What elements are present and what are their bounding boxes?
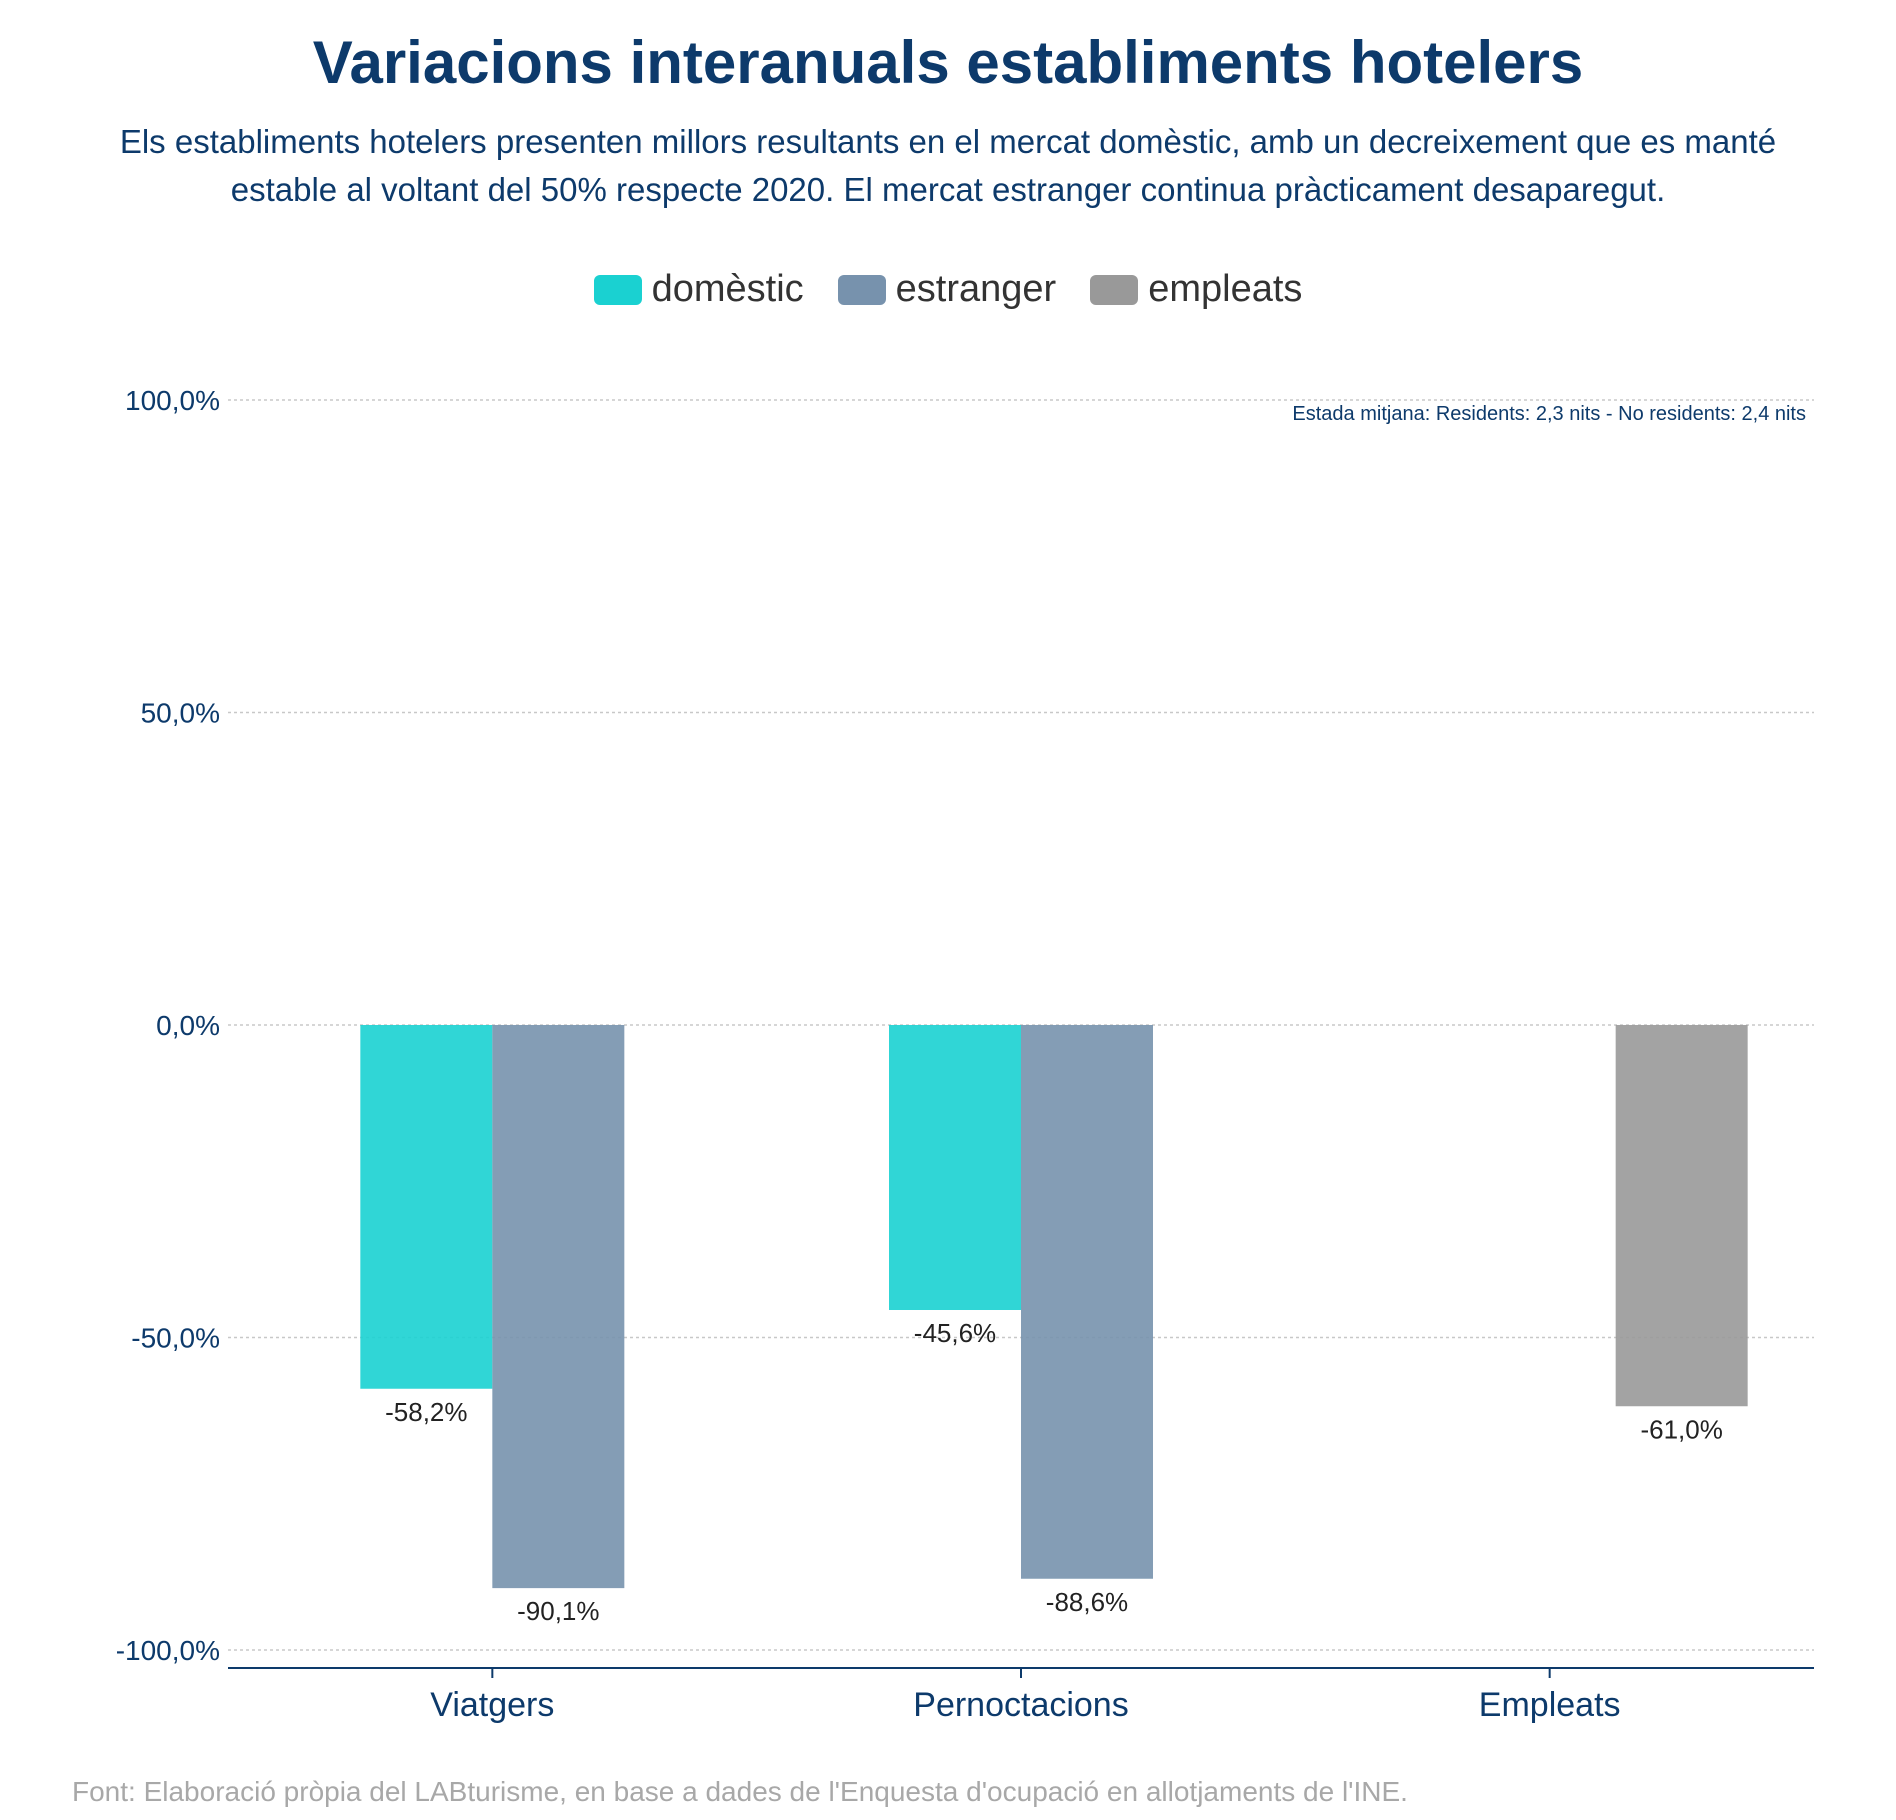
source-note: Font: Elaboració pròpia del LABturisme, … <box>72 1776 1408 1807</box>
legend-label-domestic: domèstic <box>651 268 804 310</box>
bar-value-label: -88,6% <box>1046 1587 1128 1617</box>
legend-item-foreign[interactable]: estranger <box>837 268 1057 311</box>
bar-value-label: -61,0% <box>1640 1414 1722 1444</box>
chart-title: Variacions interanuals establiments hote… <box>312 29 1584 96</box>
legend-swatch-foreign <box>837 274 886 305</box>
chart-annotation: Estada mitjana: Residents: 2,3 nits - No… <box>1292 403 1806 425</box>
x-tick-label: Pernoctacions <box>913 1686 1128 1724</box>
x-tick-label: Empleats <box>1479 1686 1621 1724</box>
bar-estranger-0[interactable] <box>492 1025 625 1589</box>
bar-layer <box>360 1025 1748 1589</box>
bar-domstic-1[interactable] <box>889 1025 1021 1310</box>
bar-value-label: -45,6% <box>914 1318 996 1348</box>
bar-empleats-2[interactable] <box>1615 1025 1748 1407</box>
x-tick-label: Viatgers <box>430 1686 554 1724</box>
bar-domstic-0[interactable] <box>360 1025 493 1389</box>
bar-estranger-1[interactable] <box>1021 1025 1153 1579</box>
bar-value-label: -90,1% <box>517 1596 599 1626</box>
chart-subtitle: Els establiments hotelers presenten mill… <box>119 123 1777 208</box>
grid-layer: 100,0% 50,0% 0,0% -50,0% -100,0% <box>116 385 1814 1678</box>
legend-item-employees[interactable]: empleats <box>1090 268 1302 311</box>
legend-item-domestic[interactable]: domèstic <box>593 268 804 311</box>
y-tick-label: 0,0% <box>156 1010 220 1041</box>
y-tick-label: -50,0% <box>131 1323 220 1354</box>
legend-label-foreign: estranger <box>895 268 1057 310</box>
y-tick-label: 50,0% <box>141 698 220 729</box>
y-tick-label: 100,0% <box>125 385 220 416</box>
chart-legend: domèstic estranger empleats <box>0 268 1896 311</box>
bar-chart: 100,0% 50,0% 0,0% -50,0% -100,0% Viatgers -58… <box>116 385 1814 1724</box>
legend-swatch-employees <box>1090 274 1139 305</box>
legend-label-employees: empleats <box>1148 268 1303 310</box>
legend-swatch-domestic <box>593 274 642 305</box>
y-tick-label: -100,0% <box>116 1635 220 1666</box>
label-layer: Viatgers -58,2% -90,1% Pernoctacions -45,6% -… <box>385 1318 1723 1724</box>
bar-value-label: -58,2% <box>385 1397 467 1427</box>
